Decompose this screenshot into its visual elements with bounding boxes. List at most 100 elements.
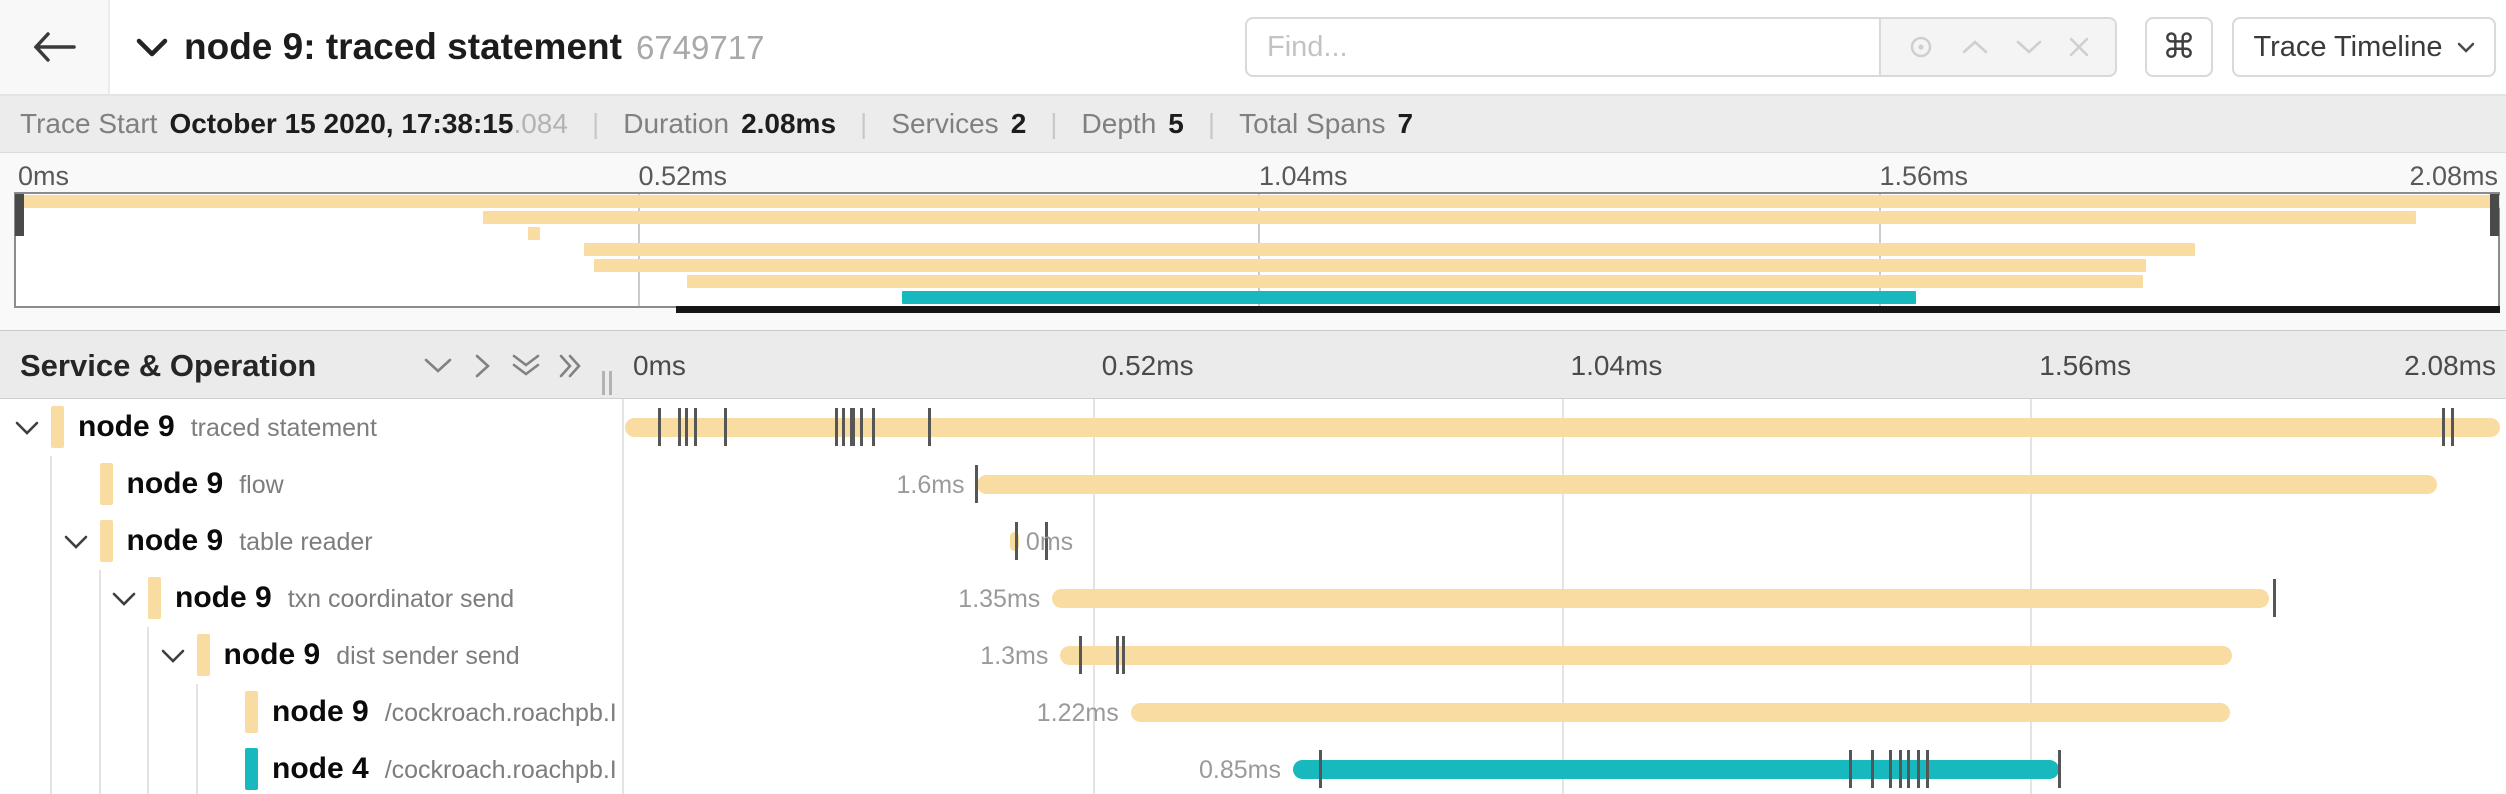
span-log-tick bbox=[975, 465, 979, 503]
trace-duration: Duration 2.08ms bbox=[623, 108, 837, 139]
span-log-tick bbox=[2273, 579, 2277, 617]
span-row: node 9 table reader 0ms bbox=[0, 513, 2506, 570]
tree-indent-guide bbox=[147, 684, 149, 741]
span-duration-label: 0.85ms bbox=[1198, 756, 1281, 784]
find-input[interactable] bbox=[1245, 17, 1881, 77]
span-duration-bar[interactable] bbox=[625, 418, 2500, 437]
view-range-drag-bar[interactable] bbox=[676, 306, 2500, 313]
span-duration-bar[interactable] bbox=[1009, 532, 1019, 551]
span-duration-label: 1.3ms bbox=[980, 642, 1049, 670]
tree-indent-guide bbox=[195, 684, 198, 741]
span-duration-bar[interactable] bbox=[1052, 589, 2270, 608]
app-header: node 9: traced statement 6749717 ⌘ Trace … bbox=[0, 0, 2506, 96]
service-name: node 9/cockroach.roachpb.I… bbox=[272, 695, 620, 729]
trace-id: 6749717 bbox=[635, 29, 765, 66]
span-duration-label: 0ms bbox=[1025, 528, 1074, 556]
service-name: node 9 table reader bbox=[126, 524, 373, 557]
dropdown-chevron-icon bbox=[2457, 42, 2474, 53]
span-log-tick bbox=[1907, 750, 1911, 788]
expand-all-icon[interactable] bbox=[556, 353, 584, 384]
span-duration-bar[interactable] bbox=[1130, 703, 2231, 722]
clear-search-icon[interactable] bbox=[2068, 36, 2090, 58]
span-log-tick bbox=[841, 408, 845, 446]
span-name-cell[interactable]: node 9 txn coordinator send bbox=[0, 570, 620, 627]
keyboard-shortcut-button[interactable]: ⌘ bbox=[2145, 17, 2213, 77]
view-selector-dropdown[interactable]: Trace Timeline bbox=[2232, 17, 2496, 77]
span-log-tick bbox=[2057, 750, 2061, 788]
service-color-bar bbox=[196, 634, 210, 676]
service-name: node 9 dist sender send bbox=[223, 638, 520, 671]
service-color-bar bbox=[245, 691, 258, 733]
span-duration-bar[interactable] bbox=[1292, 760, 2060, 779]
span-log-tick bbox=[1045, 522, 1049, 560]
span-log-tick bbox=[693, 408, 697, 446]
service-color-bar bbox=[51, 406, 64, 448]
service-name: node 9 traced statement bbox=[78, 410, 377, 443]
column-resize-grip[interactable] bbox=[602, 371, 616, 395]
back-button[interactable] bbox=[0, 0, 110, 94]
trace-minimap: 0ms 0.52ms 1.04ms 1.56ms 2.08ms bbox=[0, 153, 2506, 330]
span-duration-label: 1.22ms bbox=[1036, 699, 1119, 727]
span-name-cell[interactable]: node 9 table reader bbox=[0, 513, 620, 570]
timeline-axis-tick-label: 0.52ms bbox=[1101, 350, 1194, 381]
collapse-one-icon[interactable] bbox=[422, 353, 454, 382]
operation-name: flow bbox=[239, 471, 284, 499]
span-log-tick bbox=[2441, 408, 2445, 446]
timeline-axis-tick-label: 1.04ms bbox=[1570, 350, 1663, 381]
service-color-bar bbox=[99, 463, 113, 505]
next-result-icon[interactable] bbox=[2015, 39, 2043, 55]
span-expand-chevron-icon[interactable] bbox=[14, 420, 40, 441]
span-log-tick bbox=[657, 408, 661, 446]
span-row: node 9 txn coordinator send 1.35ms bbox=[0, 570, 2506, 627]
find-group bbox=[1245, 17, 2117, 77]
span-name-cell[interactable]: node 9 flow bbox=[0, 456, 620, 513]
span-name-cell[interactable]: node 9 traced statement bbox=[0, 399, 620, 456]
span-log-tick bbox=[723, 408, 727, 446]
span-name-cell[interactable]: node 9 dist sender send bbox=[0, 627, 620, 684]
service-operation-title: Service & Operation bbox=[20, 348, 317, 383]
view-range-left-scrubber[interactable] bbox=[15, 194, 24, 236]
span-expand-chevron-icon[interactable] bbox=[111, 591, 137, 612]
trace-services: Services 2 bbox=[891, 108, 1027, 139]
span-row: node 9 dist sender send 1.3ms bbox=[0, 627, 2506, 684]
span-log-tick bbox=[684, 408, 688, 446]
span-name-cell[interactable]: node 9/cockroach.roachpb.I… bbox=[0, 684, 620, 741]
span-name-cell[interactable]: node 4/cockroach.roachpb.I… bbox=[0, 741, 620, 794]
span-rows-container: node 9 traced statement node 9 flow 1.6ms nod… bbox=[0, 399, 2506, 794]
span-log-tick bbox=[1078, 636, 1082, 674]
trace-depth: Depth 5 bbox=[1081, 108, 1184, 139]
collapse-all-icon[interactable] bbox=[510, 353, 542, 384]
locate-icon[interactable] bbox=[1906, 32, 1936, 62]
span-log-tick bbox=[1926, 750, 1930, 788]
minimap-span-bar bbox=[902, 291, 1917, 304]
span-log-tick bbox=[677, 408, 681, 446]
operation-name: /cockroach.roachpb.I… bbox=[384, 699, 620, 727]
span-log-tick bbox=[849, 408, 853, 446]
span-log-tick bbox=[2450, 408, 2454, 446]
span-expand-chevron-icon[interactable] bbox=[63, 534, 89, 555]
span-row: node 9/cockroach.roachpb.I… 1.22ms bbox=[0, 684, 2506, 741]
tree-indent-guide bbox=[50, 627, 52, 684]
span-log-tick bbox=[852, 408, 856, 446]
minimap-axis-tick-label: 0ms bbox=[18, 161, 70, 191]
trace-title: node 9: traced statement bbox=[184, 26, 622, 67]
span-duration-bar[interactable] bbox=[1060, 646, 2233, 665]
span-log-tick bbox=[1115, 636, 1119, 674]
span-expand-chevron-icon[interactable] bbox=[160, 648, 186, 669]
expand-one-icon[interactable] bbox=[470, 353, 494, 384]
service-name: node 9 txn coordinator send bbox=[175, 581, 515, 614]
span-duration-label: 1.35ms bbox=[958, 585, 1041, 613]
prev-result-icon[interactable] bbox=[1961, 39, 1989, 55]
span-log-tick bbox=[1121, 636, 1125, 674]
minimap-span-bar bbox=[594, 259, 2146, 272]
minimap-span-bar bbox=[18, 195, 2500, 208]
span-duration-bar[interactable] bbox=[976, 475, 2437, 494]
view-selector-label: Trace Timeline bbox=[2253, 30, 2443, 63]
minimap-canvas[interactable] bbox=[14, 192, 2500, 308]
trace-start: Trace Start October 15 2020, 17:38:15 .0… bbox=[20, 108, 568, 139]
title-collapse-chevron-icon[interactable] bbox=[136, 38, 168, 63]
view-range-right-scrubber[interactable] bbox=[2490, 194, 2499, 236]
minimap-span-bar bbox=[483, 211, 2417, 224]
span-log-tick bbox=[1014, 522, 1018, 560]
tree-indent-guide bbox=[50, 684, 52, 741]
